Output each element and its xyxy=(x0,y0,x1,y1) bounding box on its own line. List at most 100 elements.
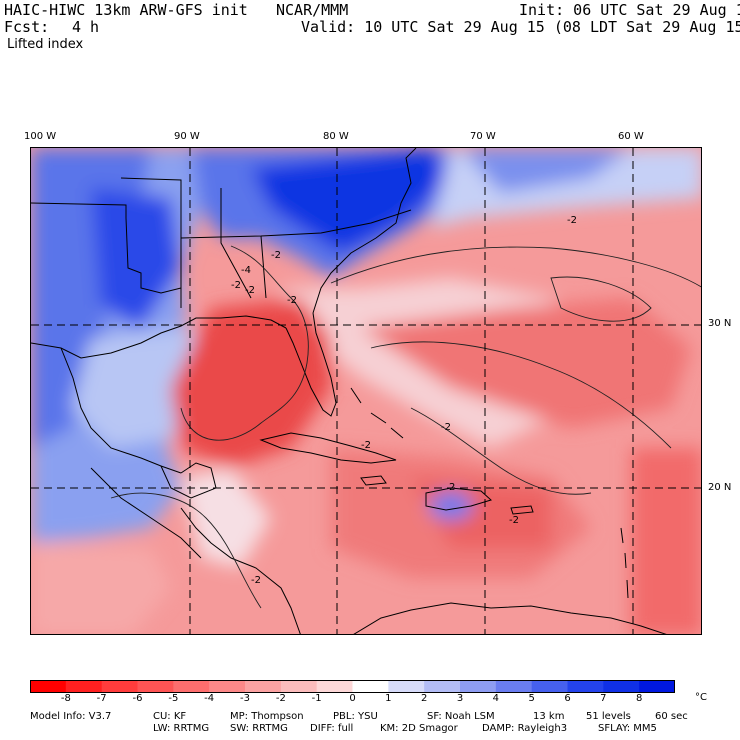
colorbar-swatch xyxy=(388,680,425,693)
field-hispaniola-blue xyxy=(429,492,473,520)
lesser-antilles xyxy=(620,527,629,599)
colorbar-swatch xyxy=(280,680,318,693)
colorbar-tick-label: 7 xyxy=(600,693,607,704)
colorbar-swatch xyxy=(65,680,103,693)
field-atlantic-negative xyxy=(361,298,691,428)
field-north-strong xyxy=(251,148,451,253)
colorbar-tick-label: -6 xyxy=(132,693,143,704)
central-america-coast xyxy=(180,507,301,634)
colorbar-tick-label: 2 xyxy=(420,693,428,704)
contour-central-america xyxy=(110,492,262,609)
colorbar-tick-label: 0 xyxy=(349,693,356,704)
contour-label: -2 xyxy=(287,295,297,306)
field-texas-core xyxy=(91,188,181,328)
colorbar-tick-label: -3 xyxy=(240,693,250,704)
footer-levels: 51 levels xyxy=(586,711,631,722)
footer-timestep: 60 sec xyxy=(655,711,688,722)
colorbar-swatch xyxy=(173,680,210,693)
field-gulf-negative xyxy=(171,298,331,468)
field-gulf-pale xyxy=(71,328,201,448)
gulf-coast xyxy=(31,315,287,359)
forecast-hour: 4 h xyxy=(72,18,100,36)
graticule xyxy=(31,148,701,634)
colorbar-swatch xyxy=(352,680,389,693)
contour-label: -2 xyxy=(231,280,241,291)
state-border-1 xyxy=(125,217,182,294)
footer-lw: LW: RRTMG xyxy=(153,723,210,734)
colorbar-tick-label: -5 xyxy=(168,693,179,704)
lon-label-90w: 90 W xyxy=(174,131,200,142)
colorbar-tick-label: -7 xyxy=(96,693,107,704)
contour-gulf xyxy=(180,245,309,441)
colorbar-tick-label: 1 xyxy=(385,693,392,704)
cuba-outline xyxy=(259,432,397,464)
contour-label: -2 xyxy=(271,250,281,261)
puerto-rico-outline xyxy=(510,505,534,515)
forecast-label: Fcst: xyxy=(4,18,50,36)
footer-sw: SW: RRTMG xyxy=(230,723,288,734)
colorbar-swatch xyxy=(137,680,174,693)
colorbar-tick-label: 3 xyxy=(456,693,464,704)
colorbar-swatch xyxy=(30,680,67,693)
jamaica-outline xyxy=(360,475,387,486)
lifted-index-map: -2 -2 -2 -2 -2 -4 -2 -2 -2 -2 2 xyxy=(30,147,702,635)
colorbar-swatch xyxy=(567,680,604,693)
colorbar-swatch xyxy=(316,680,353,693)
lon-label-100w: 100 W xyxy=(24,131,57,142)
lon-label-80w: 80 W xyxy=(323,131,349,142)
mexico-coast xyxy=(60,347,182,474)
field-atlantic-blue xyxy=(461,148,631,193)
contour-label: -2 xyxy=(251,575,261,586)
lon-label-60w: 60 W xyxy=(618,131,644,142)
colorbar-swatch xyxy=(101,680,138,693)
lat-label-30n: 30 N xyxy=(708,318,732,329)
valid-time: Valid: 10 UTC Sat 29 Aug 15 (08 LDT Sat … xyxy=(301,18,740,36)
atlantic-coast xyxy=(312,148,417,314)
footer-cu: CU: KF xyxy=(153,711,187,722)
contour-label: -2 xyxy=(509,515,519,526)
colorbar-swatch xyxy=(531,680,568,693)
contour-label: 2 xyxy=(449,482,455,493)
model-title: HAIC-HIWC 13km ARW-GFS init xyxy=(4,1,248,19)
colorbar-swatch xyxy=(245,680,282,693)
field-east-negative xyxy=(631,448,701,634)
state-border-3 xyxy=(180,209,412,239)
colorbar-swatch xyxy=(603,680,640,693)
state-border-5 xyxy=(260,235,267,299)
contour-label: -2 xyxy=(361,440,371,451)
org-label: NCAR/MMM xyxy=(276,1,349,19)
contour-label: -2 xyxy=(245,285,255,296)
field-southwest xyxy=(31,543,171,634)
colorbar-border xyxy=(30,680,675,693)
hispaniola-outline xyxy=(425,487,492,511)
footer-damp: DAMP: Rayleigh3 xyxy=(482,723,568,734)
footer-mp: MP: Thompson xyxy=(230,711,304,722)
colorbar-tick-label: -4 xyxy=(204,693,215,704)
contour-atlantic-cell xyxy=(550,276,652,322)
contour-label: -4 xyxy=(241,265,251,276)
colorbar-swatch xyxy=(209,680,246,693)
colorbar xyxy=(30,680,675,693)
colorbar-tick-label: 6 xyxy=(564,693,571,704)
init-time: Init: 06 UTC Sat 29 Aug 15 xyxy=(519,1,740,19)
colorbar-swatch xyxy=(495,680,533,693)
lon-label-70w: 70 W xyxy=(470,131,496,142)
colorbar-tick-label: -2 xyxy=(275,693,286,704)
colorbar-tick-label: 4 xyxy=(492,693,500,704)
contour-label-group: -2 -2 -2 -2 -2 -4 -2 -2 -2 -2 2 xyxy=(231,215,577,586)
map-canvas: -2 -2 -2 -2 -2 -4 -2 -2 -2 -2 2 xyxy=(31,148,701,634)
us-mexico-border xyxy=(31,202,127,218)
south-america-coast xyxy=(353,602,667,634)
colorbar-tick-label: -8 xyxy=(60,693,71,704)
contour-atlantic-north xyxy=(330,246,701,288)
bahamas-outline xyxy=(350,387,404,439)
colorbar-tick-label: -1 xyxy=(311,693,322,704)
colorbar-unit: °C xyxy=(695,692,707,703)
contour-label: -2 xyxy=(567,215,577,226)
footer-sf: SF: Noah LSM xyxy=(427,711,495,722)
footer-pbl: PBL: YSU xyxy=(333,711,378,722)
contour-label: -2 xyxy=(441,422,451,433)
footer-diff: DIFF: full xyxy=(310,723,354,734)
colorbar-tick-label: 8 xyxy=(635,693,643,704)
footer-resolution: 13 km xyxy=(533,711,565,722)
